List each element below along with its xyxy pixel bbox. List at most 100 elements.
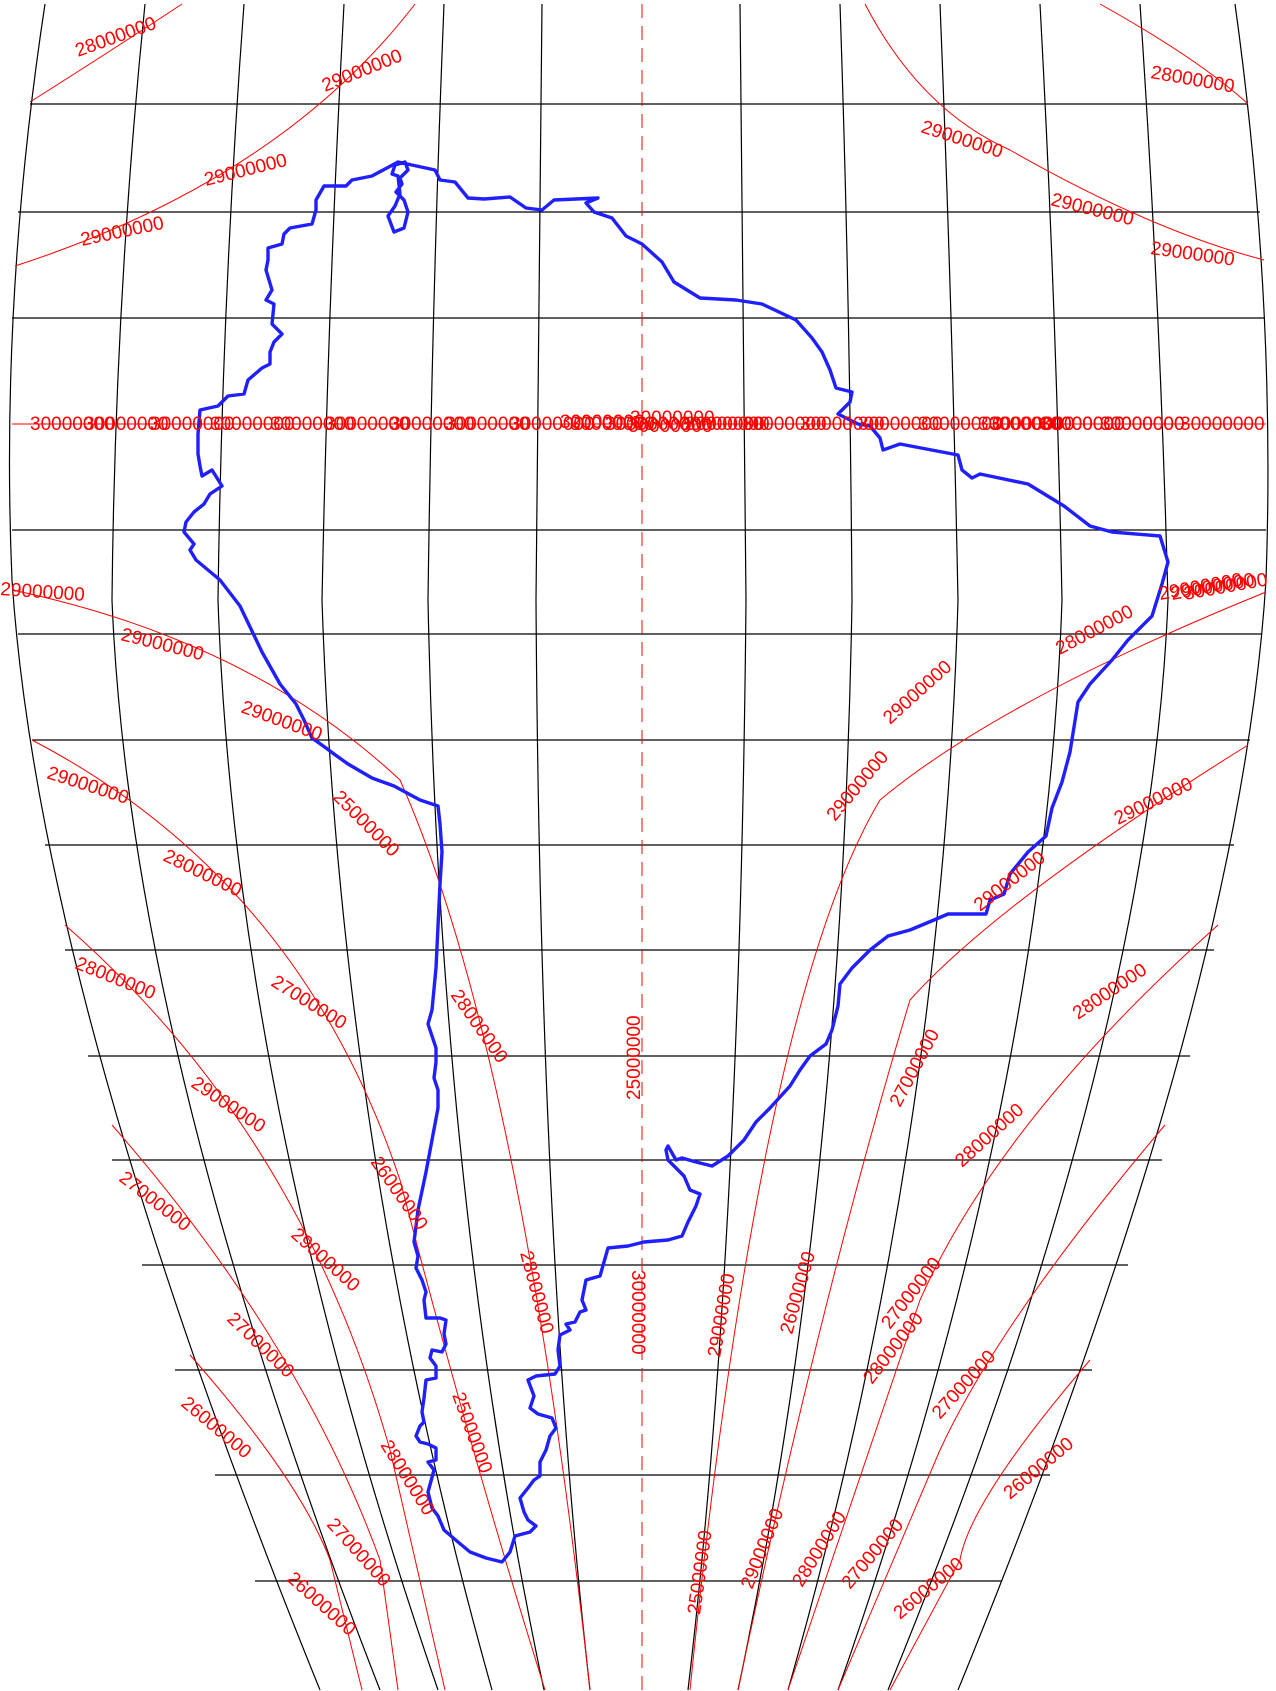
contour-label: 27000000 <box>115 1167 195 1236</box>
contour-label: 28000000 <box>1052 601 1137 659</box>
contour-label: 30000000 <box>560 412 645 433</box>
contour-label: 25000000 <box>447 1390 496 1477</box>
contour-label: 28000000 <box>1069 959 1151 1024</box>
contour-label: 26000000 <box>1000 1433 1078 1503</box>
meridian <box>217 3 439 1691</box>
contour-label: 30000000 <box>270 414 355 435</box>
contour-label: 29000000 <box>823 747 893 825</box>
contour-label: 28000000 <box>73 13 160 62</box>
contour-label: 30000000 <box>990 414 1075 435</box>
contour-label: 28000000 <box>376 1437 439 1520</box>
contour-label: 27000000 <box>267 971 350 1034</box>
contour-label: 30000000 <box>627 1270 648 1355</box>
contour-line <box>29 3 183 103</box>
contour-label: 30000000 <box>605 414 690 435</box>
contour-label: 26000000 <box>890 1553 968 1623</box>
contour-label: 28000000 <box>160 846 245 902</box>
contour-label: 29000000 <box>187 1073 269 1138</box>
meridian <box>427 3 545 1691</box>
contour-label: 30000000 <box>1180 414 1265 435</box>
contour-label: 30000000 <box>510 414 595 435</box>
contour-label: 28000000 <box>446 986 512 1067</box>
contour-label: 30000000 <box>325 414 410 435</box>
contour-label: 30000000 <box>84 414 169 435</box>
contour-label: 30000000 <box>1040 414 1125 435</box>
contour-label: 29000000 <box>737 1506 788 1592</box>
meridian <box>111 3 381 1691</box>
contour-label: 29000000 <box>704 1272 739 1359</box>
meridian <box>887 3 1169 1691</box>
contour-line <box>787 924 1219 1691</box>
coastline <box>182 160 1170 1564</box>
contour-label: 30000000 <box>570 414 655 435</box>
contour-label: 29000000 <box>79 213 166 251</box>
contour-label: 30000000 <box>1100 414 1185 435</box>
contour-label: 28000000 <box>1149 62 1236 97</box>
contour-line <box>31 739 546 1691</box>
contour-labels: 28000000 29000000 29000000 29000000 28000000… <box>0 13 1269 1640</box>
contour-line <box>189 1354 363 1691</box>
contour-label: 27000000 <box>928 1346 1000 1423</box>
contour-line <box>864 3 1265 261</box>
contour-line <box>11 589 591 1691</box>
contour-line <box>111 1124 399 1691</box>
contour-label: 30000000 <box>630 408 715 429</box>
contour-label: 29000000 <box>879 657 956 729</box>
meridian <box>321 3 493 1691</box>
contour-label: 30000000 <box>800 414 885 435</box>
contour-label: 26000000 <box>177 1393 255 1463</box>
contour-label: 30000000 <box>978 414 1063 435</box>
contour-label: 30000000 <box>858 414 943 435</box>
south-america-coastline <box>182 160 1170 1564</box>
contour-label: 29000000 <box>0 579 85 606</box>
contour-label: 29000000 <box>1149 238 1236 271</box>
contour-label: 29000000 <box>918 117 1005 163</box>
contour-label: 29000000 <box>287 1224 364 1296</box>
contour-label: 26000000 <box>283 1568 360 1640</box>
contour-label: 29000000 <box>1049 189 1136 230</box>
contour-label: 27000000 <box>223 1308 298 1382</box>
contour-label: 30000000 <box>918 414 1003 435</box>
contour-line <box>889 1359 1091 1691</box>
meridian <box>787 3 959 1691</box>
contour-line <box>737 744 1249 1691</box>
meridian <box>837 3 1063 1691</box>
meridian <box>687 3 747 1691</box>
contour-label: 29000000 <box>238 697 325 746</box>
contour-line <box>837 1124 1166 1691</box>
contour-label: 30000000 <box>628 416 713 437</box>
contour-lines <box>11 3 1267 1691</box>
meridian <box>535 3 591 1691</box>
contour-label: 29000000 <box>44 763 131 809</box>
contour-line <box>64 924 446 1691</box>
contour-label: 30000000 <box>30 414 115 435</box>
contour-label: 28000000 <box>72 953 158 1004</box>
contour-label: 30000000 <box>742 414 827 435</box>
contour-label: 25000000 <box>624 1015 645 1100</box>
contour-label: 28000000 <box>515 1249 557 1336</box>
meridian <box>737 3 853 1691</box>
contour-label: 30000000 <box>445 414 530 435</box>
meridian <box>8 3 321 1691</box>
contour-label: 30000000 <box>390 414 475 435</box>
contour-label: 29000000 <box>1111 774 1196 830</box>
graticule <box>8 3 1269 1691</box>
contour-label: 30000000 <box>1040 414 1125 435</box>
contour-label: 30000000 <box>150 414 235 435</box>
contour-label: 30000000 <box>680 414 765 435</box>
contour-label: 29000000 <box>319 45 405 96</box>
contour-line <box>689 591 1267 1691</box>
contour-label: 30000000 <box>1100 414 1185 435</box>
contour-label: 30000000 <box>210 414 295 435</box>
contour-label: 29000000 <box>202 150 289 191</box>
contour-label: 26000000 <box>777 1249 820 1336</box>
contour-label: 30000000 <box>685 414 770 435</box>
contour-label: 25000000 <box>328 787 403 862</box>
contour-label: 27000000 <box>322 1514 394 1591</box>
contour-line <box>14 3 416 267</box>
contour-label: 25000000 <box>684 1529 717 1616</box>
meridian <box>957 3 1269 1691</box>
contour-line <box>1099 3 1249 105</box>
contour-label: 29000000 <box>119 624 206 665</box>
